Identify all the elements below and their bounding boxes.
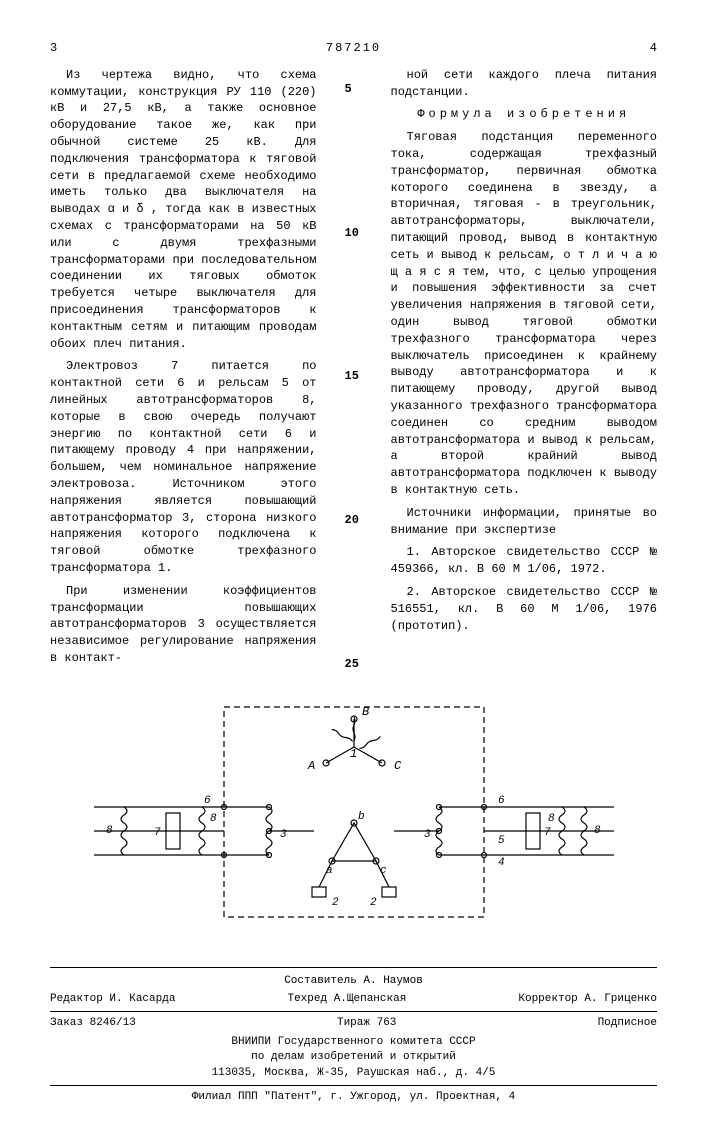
- patent-number: 787210: [70, 40, 637, 57]
- page-num-left: 3: [50, 40, 70, 57]
- label-7r: 7: [544, 827, 551, 839]
- sub: Подписное: [598, 1016, 657, 1031]
- left-para-2: Электровоз 7 питается по контактной сети…: [50, 358, 317, 576]
- divider: [50, 1085, 657, 1086]
- label-3l: 3: [280, 829, 287, 841]
- circuit-diagram: A C B 1 a c b 2 2: [50, 697, 657, 927]
- line-num: 20: [345, 512, 363, 529]
- label-5: 5: [498, 835, 505, 847]
- order: Заказ 8246/13: [50, 1016, 136, 1031]
- left-para-1: Из чертежа видно, что схема коммутации, …: [50, 67, 317, 353]
- source-2: 2. Авторское свидетельство СССР № 516551…: [391, 584, 658, 634]
- left-column: Из чертежа видно, что схема коммутации, …: [50, 67, 317, 673]
- label-7l: 7: [154, 827, 161, 839]
- line-number-strip: 5 10 15 20 25: [345, 67, 363, 673]
- text-columns: Из чертежа видно, что схема коммутации, …: [50, 67, 657, 673]
- label-3r: 3: [424, 829, 431, 841]
- label-6: 6: [498, 795, 505, 807]
- label-C: C: [394, 759, 402, 773]
- label-6l: 6: [204, 795, 211, 807]
- sources-title: Источники информации, принятые во вниман…: [391, 505, 658, 539]
- addr1: 113035, Москва, Ж-35, Раушская наб., д. …: [50, 1066, 657, 1081]
- tirazh: Тираж 763: [337, 1016, 396, 1031]
- right-body: Тяговая подстанция переменного тока, сод…: [391, 129, 658, 499]
- org2: по делам изобретений и открытий: [50, 1050, 657, 1065]
- label-8l: 8: [106, 825, 113, 837]
- label-2l: 2: [332, 897, 339, 909]
- source-1: 1. Авторское свидетельство СССР № 459366…: [391, 544, 658, 578]
- label-b: b: [358, 811, 365, 823]
- diagram-svg: A C B 1 a c b 2 2: [94, 697, 614, 927]
- compiler: Составитель А. Наумов: [50, 974, 657, 989]
- label-4: 4: [498, 857, 505, 869]
- line-num: 25: [345, 656, 363, 673]
- org1: ВНИИПИ Государственного комитета СССР: [50, 1035, 657, 1050]
- page-header: 3 787210 4: [50, 40, 657, 57]
- label-B: B: [362, 705, 369, 719]
- label-A: A: [307, 759, 315, 773]
- page-num-right: 4: [637, 40, 657, 57]
- line-num: 10: [345, 225, 363, 242]
- line-num: 15: [345, 368, 363, 385]
- branch: Филиал ППП "Патент", г. Ужгород, ул. Про…: [50, 1090, 657, 1105]
- label-8r: 8: [594, 825, 601, 837]
- label-2r: 2: [370, 897, 377, 909]
- imprint-block: Составитель А. Наумов Редактор И. Касард…: [50, 967, 657, 1106]
- label-8l2: 8: [210, 813, 217, 825]
- formula-title: Формула изобретения: [391, 106, 658, 123]
- label-8r2: 8: [548, 813, 555, 825]
- right-column: ной сети каждого плеча питания подстанци…: [391, 67, 658, 673]
- right-head: ной сети каждого плеча питания подстанци…: [391, 67, 658, 101]
- label-1: 1: [350, 747, 357, 761]
- left-para-3: При изменении коэффициентов трансформаци…: [50, 583, 317, 667]
- line-num: 5: [345, 81, 363, 98]
- divider: [50, 1011, 657, 1012]
